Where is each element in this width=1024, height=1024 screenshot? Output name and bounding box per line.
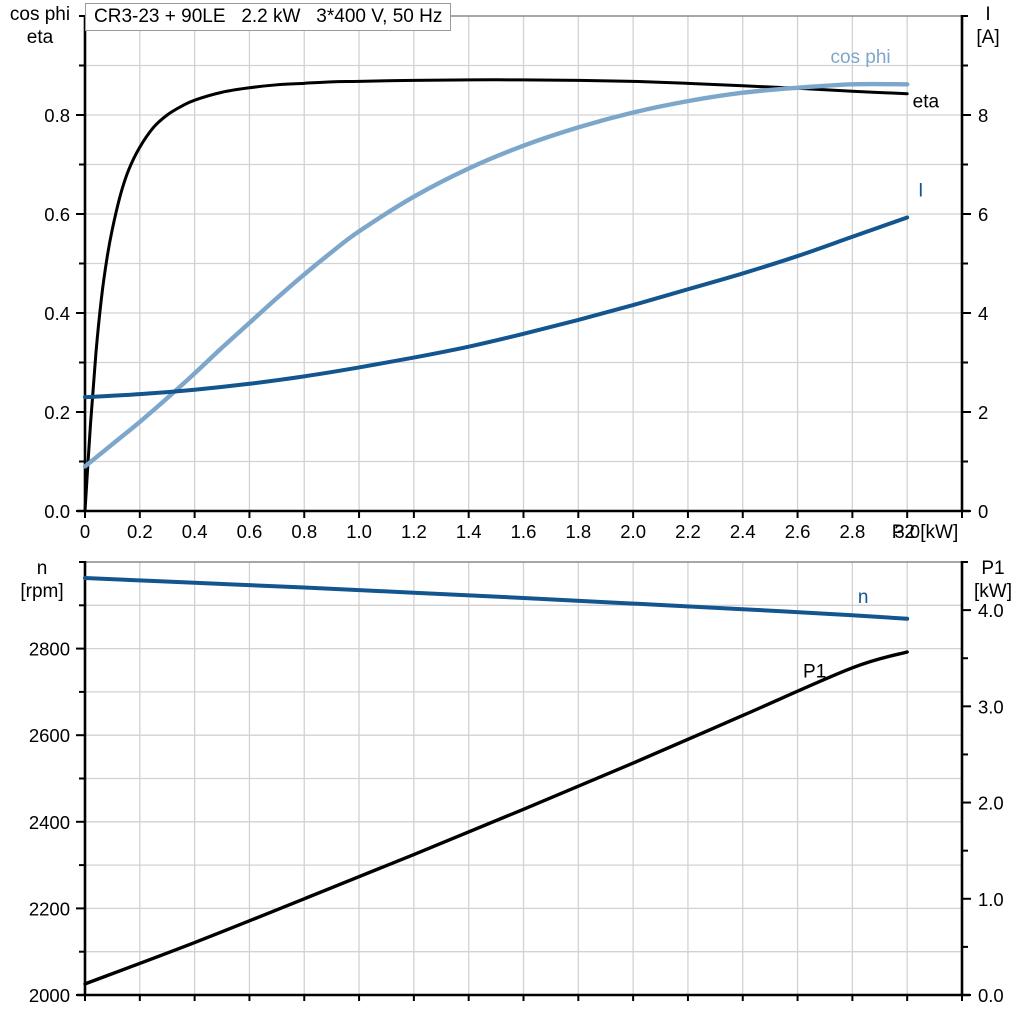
x-tick-label: 2.4 (730, 521, 756, 542)
x-tick-label: 2.8 (840, 521, 866, 542)
x-tick-label: 2.0 (620, 521, 646, 542)
curves: n P1 (83, 576, 910, 986)
right-axis-title-line1: I (985, 4, 990, 25)
y-ticks-right: 0 2 4 6 8 (962, 15, 988, 522)
left-axis-title-line1: n (37, 558, 48, 579)
curve-label-I: I (918, 181, 923, 202)
x-tick-label: 0.6 (237, 521, 263, 542)
y-tick-label-left: 0.6 (44, 204, 70, 225)
y-tick-label-right: 4.0 (978, 600, 1004, 621)
y-tick-label-left: 2600 (29, 725, 70, 746)
x-tick-label: 1.8 (565, 521, 591, 542)
x-tick-label: 2.2 (675, 521, 701, 542)
chart-title: CR3-23 + 90LE 2.2 kW 3*400 V, 50 Hz (94, 6, 443, 27)
y-tick-label-left: 0.0 (44, 501, 70, 522)
curve-label-eta: eta (913, 92, 940, 113)
curve-n (83, 576, 910, 621)
x-tick-label: 0.2 (127, 521, 153, 542)
right-axis-title-line1: P1 (981, 558, 1004, 579)
x-axis-title: P2 [kW] (892, 522, 959, 543)
y-tick-label-left: 2200 (29, 898, 70, 919)
left-axis-title-line2: [rpm] (20, 581, 63, 602)
x-ticks: 0 0.2 0.4 0.6 0.8 1.0 1.2 1.4 1.6 1.8 2.0 2.2 2.4 2.6… (80, 511, 963, 542)
y-tick-label-right: 1.0 (978, 889, 1004, 910)
x-tick-label: 0.8 (291, 521, 317, 542)
y-ticks-left: 0.0 0.2 0.4 0.6 0.8 (44, 15, 85, 522)
curves: eta cos phi I (82, 47, 940, 513)
x-tick-label: 0 (80, 521, 90, 542)
left-axis-title-line1: cos phi (10, 4, 70, 25)
x-tick-label: 3.0 (894, 521, 920, 542)
y-ticks-left: 2000 2200 2400 2600 2800 (29, 561, 85, 1006)
y-tick-label-right: 3.0 (978, 696, 1004, 717)
y-tick-label-right: 6 (978, 204, 988, 225)
bottom-chart-panel: 2000 2200 2400 2600 2800 0.0 1.0 2.0 3.0 4.0 n [rpm… (0, 548, 1024, 1024)
top-chart-svg: 0 0.2 0.4 0.6 0.8 1.0 1.2 1.4 1.6 1.8 2.0 2.2 2.4 2.6… (10, 4, 1000, 543)
curve-label-cos-phi: cos phi (830, 47, 890, 68)
grid-lines (85, 15, 963, 511)
y-tick-label-right: 4 (978, 303, 988, 324)
curve-label-n: n (858, 587, 869, 608)
x-tick-label: 2.6 (785, 521, 811, 542)
y-tick-label-right: 0 (978, 501, 988, 522)
y-tick-label-right: 8 (978, 105, 988, 126)
right-axis-title-line2: [A] (976, 27, 999, 48)
curve-cos-phi (82, 81, 910, 469)
curve-I (83, 215, 910, 400)
x-tick-label: 0.4 (182, 521, 208, 542)
x-tick-label: 1.0 (346, 521, 372, 542)
y-tick-label-left: 0.8 (44, 105, 70, 126)
y-tick-label-right: 2 (978, 402, 988, 423)
bottom-chart-svg: 200022002400260028000.01.02.03.04.0n[rpm… (20, 558, 1012, 1006)
y-tick-label-left: 0.2 (44, 402, 70, 423)
axis-titles: n[rpm] P1[kW] (20, 558, 1012, 602)
y-tick-label-left: 2400 (29, 812, 70, 833)
y-tick-label-left: 2000 (29, 985, 70, 1006)
grid-lines (85, 561, 963, 995)
top-chart-panel: 0 0.2 0.4 0.6 0.8 1.0 1.2 1.4 1.6 1.8 2.0 2.2 2.4 2.6… (10, 4, 1000, 543)
curve-eta (83, 78, 909, 513)
y-tick-label-right: 0.0 (978, 985, 1004, 1006)
x-tick-label: 1.4 (456, 521, 482, 542)
right-axis-title-line2: [kW] (974, 581, 1012, 602)
curve-P1 (83, 650, 909, 986)
left-axis-title-line2: eta (27, 27, 54, 48)
y-tick-label-left: 0.4 (44, 303, 70, 324)
y-tick-label-left: 2800 (29, 639, 70, 660)
x-tick-label: 1.6 (511, 521, 537, 542)
x-ticks (84, 995, 963, 1001)
y-tick-label-right: 2.0 (978, 793, 1004, 814)
curve-label-P1: P1 (803, 661, 826, 682)
y-ticks-right: 0.0 1.0 2.0 3.0 4.0 (962, 561, 1004, 1006)
chart-title-box: CR3-23 + 90LE 2.2 kW 3*400 V, 50 Hz (85, 3, 452, 31)
x-tick-label: 1.2 (401, 521, 427, 542)
